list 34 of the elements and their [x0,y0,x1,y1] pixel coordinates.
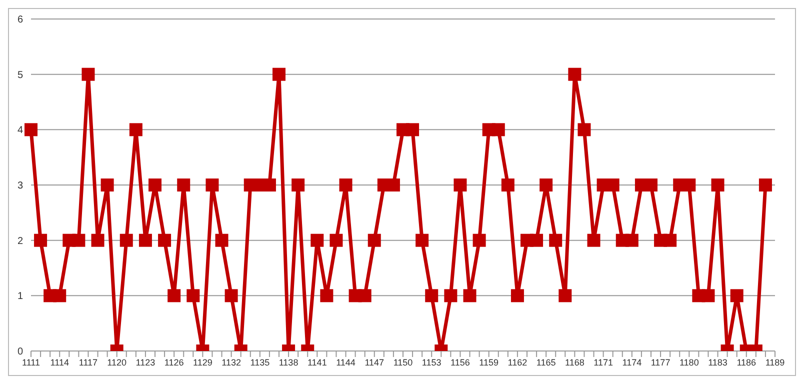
x-tick-label: 1153 [422,357,442,368]
y-tick-label: 5 [17,70,24,81]
x-tick-label: 1123 [136,357,156,368]
x-tick-label: 1111 [22,357,40,368]
x-tick-label: 1126 [164,357,184,368]
x-tick-label: 1156 [450,357,470,368]
x-tick-label: 1162 [508,357,528,368]
x-tick-label: 1189 [765,357,785,368]
x-tick-label: 1147 [364,357,384,368]
x-tick-label: 1141 [307,357,327,368]
x-tick-label: 1135 [250,357,270,368]
x-tick-label: 1159 [479,357,499,368]
y-tick-label: 3 [17,180,24,192]
y-tick-label: 6 [17,14,24,26]
y-tick-label: 2 [17,236,24,247]
x-tick-label: 1114 [50,357,69,368]
x-tick-label: 1120 [107,357,127,368]
x-tick-label: 1150 [393,357,413,368]
y-tick-label: 4 [17,125,24,136]
x-tick-label: 1186 [736,357,756,368]
x-tick-label: 1129 [193,357,212,368]
x-tick-label: 1183 [708,357,728,368]
x-tick-label: 1138 [278,357,298,368]
x-tick-label: 1174 [622,357,642,368]
x-tick-label: 1177 [650,357,670,368]
x-tick-label: 1180 [679,357,699,368]
y-tick-label: 1 [17,291,24,302]
x-tick-label: 1171 [594,357,613,368]
x-tick-label: 1168 [565,357,584,368]
x-tick-label: 1117 [78,357,98,368]
x-tick-label: 1132 [222,357,241,368]
y-tick-label: 0 [17,346,24,358]
x-tick-label: 1144 [336,357,356,368]
x-tick-label: 1165 [536,357,556,368]
